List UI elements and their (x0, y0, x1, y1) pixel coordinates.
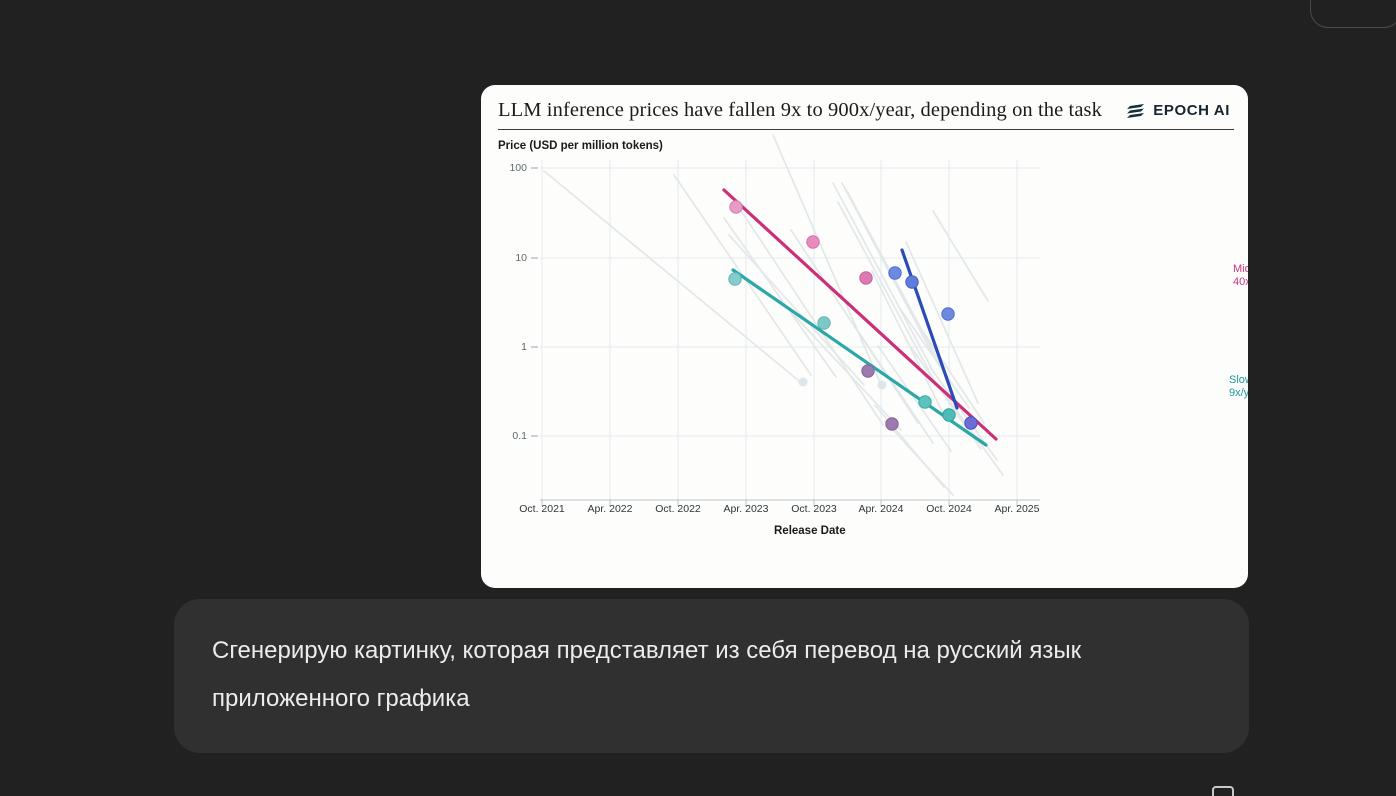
chart-card: LLM inference prices have fallen 9x to 9… (481, 85, 1248, 588)
annotation-mid-range: Mid-range 40x/year (1233, 263, 1248, 288)
chart-title: LLM inference prices have fallen 9x to 9… (498, 99, 1102, 121)
y-tick-1: 1 (521, 341, 527, 353)
other-benchmark-lines (543, 134, 1004, 496)
x-tick-0: Oct. 2021 (519, 503, 565, 515)
y-tick-0.1: 0.1 (512, 430, 527, 442)
points-gpt4o (888, 266, 978, 430)
annotation-slowest: Slowest 9x/year (1229, 374, 1248, 399)
header-divider (498, 129, 1234, 130)
epoch-ai-logo: EPOCH AI (1127, 102, 1234, 119)
chat-message-bubble: Сгенерирую картинку, которая представляе… (174, 599, 1249, 753)
y-tick-dash-100 (531, 167, 538, 169)
plot-area: 100 10 1 0.1 (481, 85, 1248, 588)
x-tick-2: Oct. 2022 (655, 503, 701, 515)
window-corner-artifact (1310, 0, 1396, 28)
y-tick-labels: 100 10 1 0.1 (493, 85, 527, 588)
plot-svg (540, 134, 1040, 506)
x-axis-label: Release Date (774, 525, 846, 537)
x-tick-1: Apr. 2022 (587, 503, 633, 515)
x-tick-3: Apr. 2023 (723, 503, 769, 515)
chart-card-header: LLM inference prices have fallen 9x to 9… (481, 85, 1248, 122)
x-tick-4: Oct. 2023 (791, 503, 837, 515)
x-tick-5: Apr. 2024 (858, 503, 904, 515)
epoch-ai-wordmark: EPOCH AI (1153, 102, 1230, 119)
other-benchmark-points (798, 377, 887, 390)
y-tick-100: 100 (509, 162, 527, 174)
epoch-logo-icon (1127, 103, 1145, 118)
chat-message-text: Сгенерирую картинку, которая представляе… (212, 637, 1082, 712)
y-axis-label: Price (USD per million tokens) (498, 140, 663, 152)
y-tick-10: 10 (515, 252, 527, 264)
input-box-icon[interactable] (1212, 786, 1234, 796)
trend-line-gpt4 (722, 188, 998, 441)
gridlines-vertical (541, 160, 1018, 500)
x-tick-7: Apr. 2025 (994, 503, 1040, 515)
x-axis-ticks (541, 500, 1018, 506)
y-tick-dash-10 (531, 257, 538, 259)
points-gpt4 (729, 200, 899, 431)
points-gpt35 (728, 272, 956, 422)
gridlines-horizontal (540, 167, 1040, 437)
x-tick-6: Oct. 2024 (926, 503, 972, 515)
y-tick-dash-1 (531, 346, 538, 348)
y-tick-dash-0.1 (531, 435, 538, 437)
